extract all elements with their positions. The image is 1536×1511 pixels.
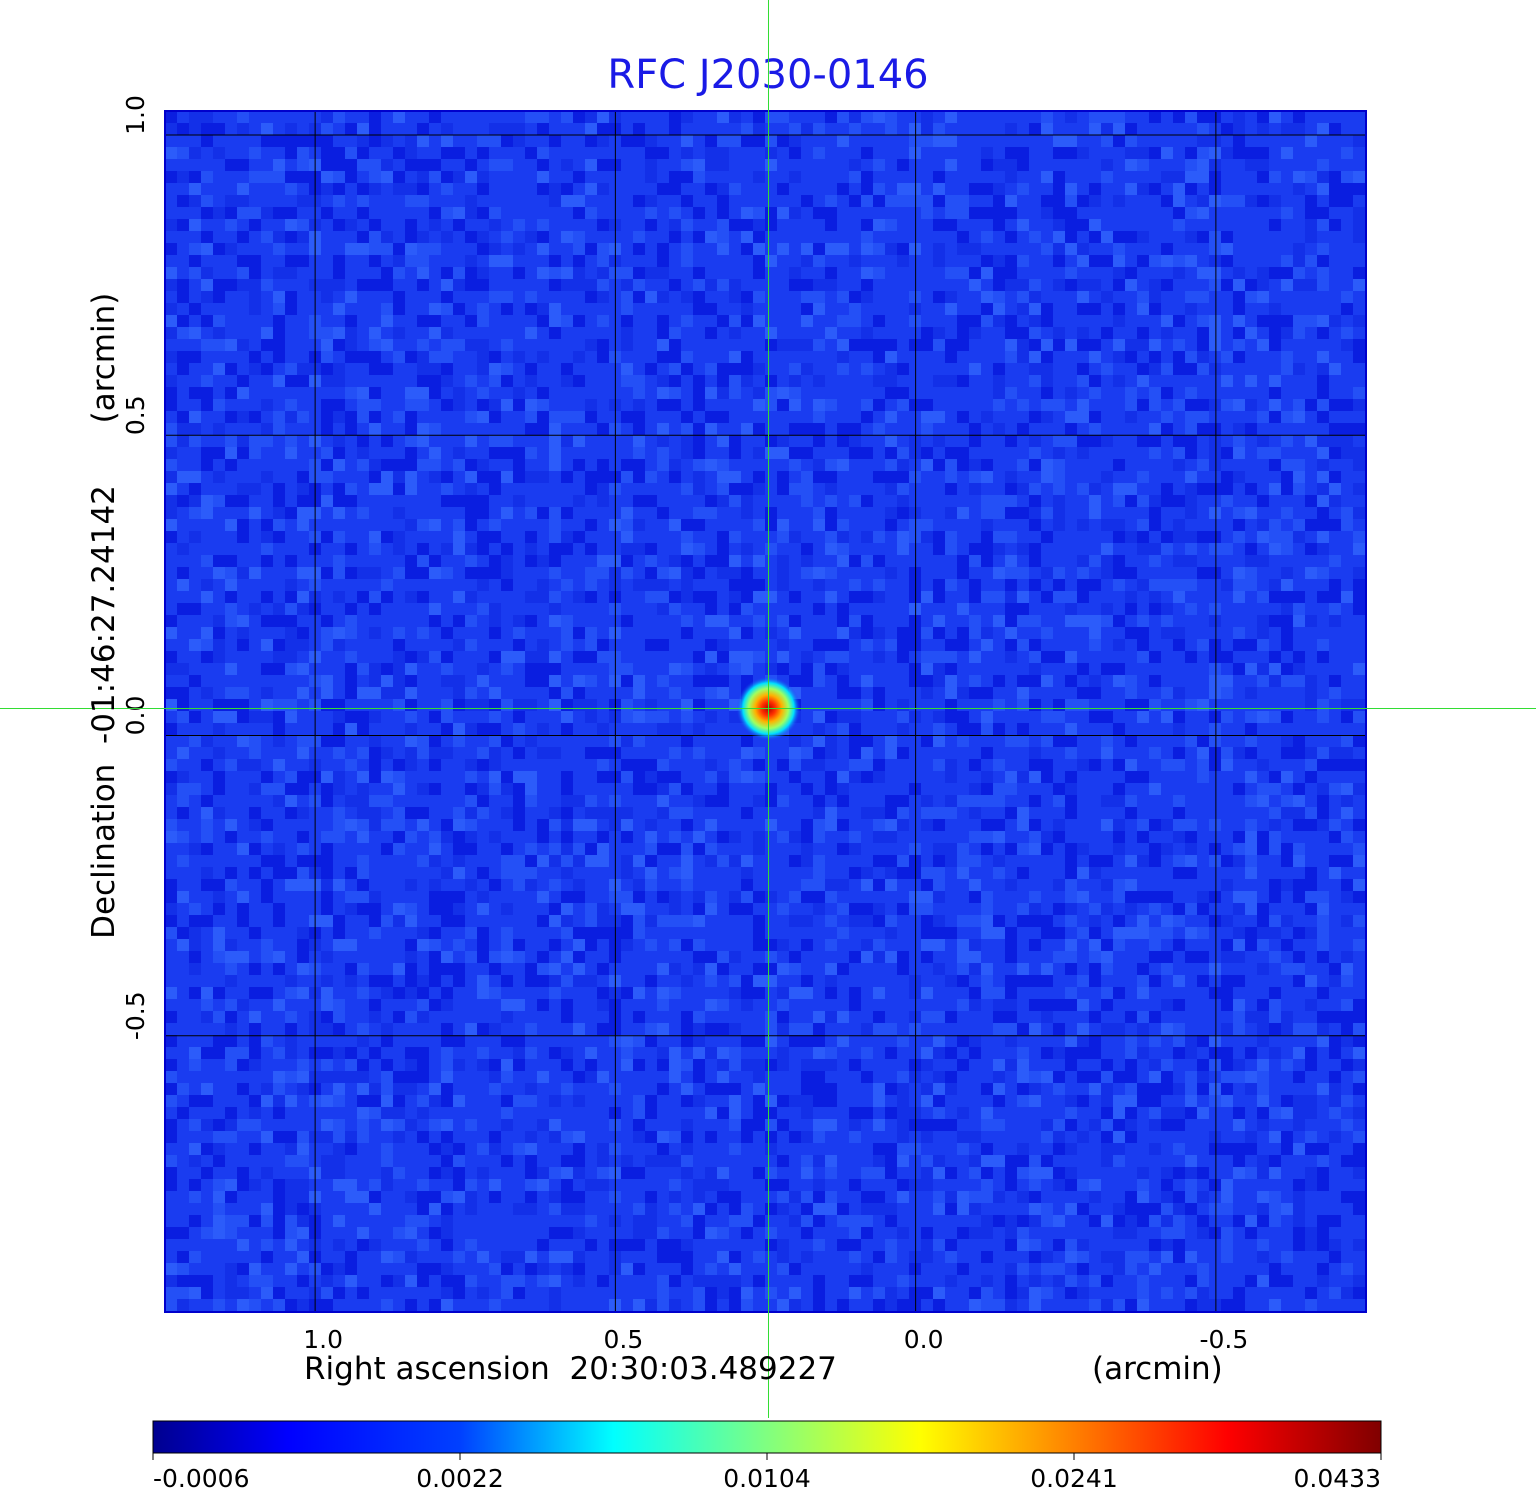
x-axis-label: Right ascension 20:30:03.489227	[304, 1351, 837, 1387]
y-tick-label: -0.5	[121, 991, 150, 1040]
x-tick-label: 0.0	[904, 1325, 944, 1354]
y-axis-unit: (arcmin)	[86, 292, 122, 424]
y-tick-labels: 1.0 0.5 0.0 -0.5	[121, 95, 150, 1040]
colorbar-tick-label: 0.0104	[723, 1464, 810, 1493]
y-axis-label: Declination -01:46:27.24142	[86, 485, 122, 939]
x-tick-label: -0.5	[1199, 1325, 1248, 1354]
x-tick-labels: 1.0 0.5 0.0 -0.5	[303, 1325, 1248, 1354]
colorbar-tick-label: 0.0022	[416, 1464, 503, 1493]
crosshair	[0, 0, 1536, 1418]
colorbar	[152, 1420, 1382, 1454]
x-tick-label: 1.0	[303, 1325, 343, 1354]
colorbar-ticks: -0.0006 0.0022 0.0104 0.0241 0.0433	[152, 1453, 1382, 1493]
colorbar-tick-label: 0.0433	[1294, 1464, 1381, 1493]
colorbar-tick-label: -0.0006	[153, 1464, 250, 1493]
x-axis-unit: (arcmin)	[1092, 1351, 1223, 1387]
plot-frame	[164, 110, 1367, 1313]
y-tick-label: 0.5	[121, 395, 150, 435]
y-tick-label: 0.0	[121, 696, 150, 736]
chart-title: RFC J2030-0146	[607, 52, 929, 98]
x-tick-label: 0.5	[603, 1325, 643, 1354]
y-tick-label: 1.0	[121, 95, 150, 135]
colorbar-tick-label: 0.0241	[1030, 1464, 1117, 1493]
